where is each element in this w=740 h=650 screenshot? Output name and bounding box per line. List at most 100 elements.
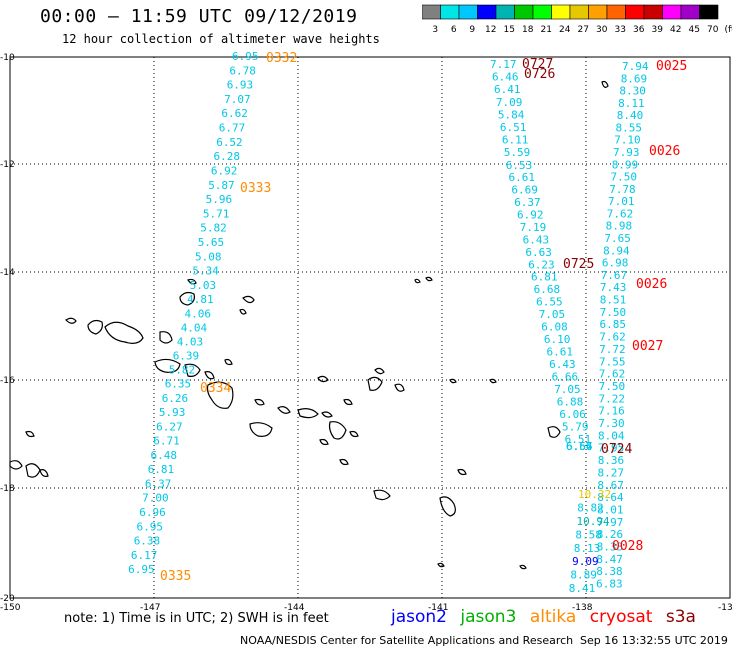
- pass-label: 0333: [240, 181, 271, 196]
- wave-height-label: 7.50: [599, 380, 626, 393]
- wave-height-label: 6.95: [232, 50, 259, 63]
- island-outlines: [9, 80, 609, 570]
- wave-height-label: 8.04: [598, 429, 625, 442]
- wave-height-label: 6.17: [131, 549, 158, 562]
- wave-height-label: 6.64: [566, 440, 593, 453]
- scale-label: 21: [541, 25, 552, 34]
- lon-tick-label: -150: [0, 603, 21, 613]
- wave-height-label: 6.95: [137, 520, 164, 533]
- wave-height-label: 5.03: [190, 279, 217, 292]
- scale-label: 27: [578, 25, 589, 34]
- lat-tick-label: -18: [0, 484, 15, 494]
- wave-height-label: 7.09: [496, 96, 523, 109]
- legend-s3a: s3a: [665, 607, 696, 627]
- wave-height-label: 6.71: [153, 435, 180, 448]
- wave-height-label: 6.98: [602, 257, 629, 270]
- map-title: 00:00 – 11:59 UTC 09/12/2019: [40, 6, 358, 27]
- pass-label: 0727: [522, 57, 553, 72]
- wave-height-label: 5.96: [206, 193, 233, 206]
- wave-height-label: 8.82: [577, 502, 604, 515]
- scale-label: 3: [432, 25, 438, 34]
- wave-height-label: 7.10: [614, 134, 641, 147]
- wave-height-label: 6.93: [227, 79, 254, 92]
- wave-height-label: 5.71: [203, 207, 230, 220]
- lat-tick-label: -14: [0, 268, 15, 278]
- wave-height-label: 6.38: [134, 535, 161, 548]
- wave-height-label: 6.66: [566, 440, 593, 453]
- lat-tick-label: -12: [0, 160, 15, 170]
- wave-height-label: 7.95: [598, 442, 625, 455]
- scale-label: 6: [451, 25, 457, 34]
- wave-height-label: 5.65: [198, 236, 225, 249]
- wave-height-label: 6.37: [514, 196, 541, 209]
- pass-label: 0725: [563, 257, 594, 272]
- wave-height-label: 6.43: [523, 233, 550, 246]
- scale-label: 36: [633, 25, 645, 34]
- wave-height-label: 7.16: [598, 405, 625, 418]
- scale-label: 33: [615, 25, 626, 34]
- wave-height-label: 4.04: [181, 322, 208, 335]
- units-note: note: 1) Time is in UTC; 2) SWH is in fe…: [64, 611, 329, 626]
- wave-height-label: 7.00: [142, 492, 169, 505]
- wave-height-label: 5.93: [159, 406, 186, 419]
- legend-altika: altika: [529, 607, 577, 627]
- wave-height-label: 6.48: [151, 449, 178, 462]
- legend-cryosat: cryosat: [589, 607, 653, 627]
- wave-height-label: 8.01: [597, 504, 624, 517]
- legend-jason3: jason3: [460, 607, 517, 627]
- map-subtitle: 12 hour collection of altimeter wave hei…: [62, 32, 380, 46]
- wave-height-label: 6.77: [219, 122, 246, 135]
- wave-height-label: 6.61: [509, 171, 536, 184]
- wave-height-label: 8.26: [597, 528, 624, 541]
- wave-height-label: 8.27: [598, 466, 625, 479]
- scale-label: (ft): [724, 25, 732, 34]
- wave-height-label: 7.72: [599, 343, 626, 356]
- wave-height-label: 7.67: [601, 269, 628, 282]
- wave-height-label: 6.23: [528, 258, 555, 271]
- wave-height-label: 7.07: [224, 93, 251, 106]
- track-a: 6.956.786.937.076.626.776.526.286.925.87…: [128, 50, 258, 576]
- agency-credit: NOAA/NESDIS Center for Satellite Applica…: [240, 634, 574, 647]
- wave-height-label: 7.19: [520, 221, 547, 234]
- scale-label: 45: [689, 25, 700, 34]
- wave-height-label: 6.27: [156, 420, 183, 433]
- wave-height-label: 6.95: [128, 563, 155, 576]
- wave-height-label: 5.79: [562, 421, 589, 434]
- pass-label: 0332: [266, 51, 297, 66]
- wave-height-label: 6.62: [221, 107, 248, 120]
- wave-height-label: 8.69: [621, 72, 648, 85]
- wave-height-label: 8.30: [619, 85, 646, 98]
- wave-height-label: 7.93: [613, 146, 640, 159]
- wave-height-label: 7.62: [599, 331, 626, 344]
- wave-height-label: 5.34: [192, 265, 219, 278]
- scale-label: 70: [707, 25, 719, 34]
- wave-height-label: 6.51: [565, 433, 592, 446]
- wave-height-label: 6.83: [596, 578, 623, 591]
- wave-height-label: 7.62: [607, 207, 634, 220]
- pass-label: 0724: [601, 442, 632, 457]
- wave-height-label: 8.41: [569, 582, 596, 595]
- generated-timestamp: Sep 16 13:32:55 UTC 2019: [580, 634, 728, 647]
- wave-height-label: 6.78: [229, 64, 256, 77]
- wave-height-label: 6.63: [525, 246, 552, 259]
- wave-height-label: 7.17: [490, 58, 517, 71]
- wave-height-label: 7.55: [599, 355, 626, 368]
- track-c: 7.948.698.308.118.408.557.107.938.997.50…: [596, 60, 649, 591]
- track-b: 7.176.466.417.095.846.516.115.596.536.61…: [490, 58, 593, 453]
- graticule: [10, 57, 730, 598]
- pass-label: 0025: [656, 59, 687, 74]
- lon-tick-label: -138: [572, 603, 593, 613]
- satellite-legend: jason2 jason3 altika cryosat s3a: [391, 607, 704, 627]
- wave-height-label: 6.53: [506, 159, 533, 172]
- wave-height-label: 7.50: [600, 306, 627, 319]
- wave-height-label: 8.33: [597, 541, 624, 554]
- lat-tick-label: -10: [0, 53, 15, 63]
- wave-height-label: 7.97: [597, 516, 624, 529]
- wave-height-label: 8.99: [612, 158, 639, 171]
- wave-height-label: 8.47: [596, 553, 623, 566]
- pass-label: 0334: [200, 381, 231, 396]
- wave-height-label: 6.39: [173, 350, 200, 363]
- wave-height-label: 6.92: [517, 209, 544, 222]
- wave-height-label: 8.40: [617, 109, 644, 122]
